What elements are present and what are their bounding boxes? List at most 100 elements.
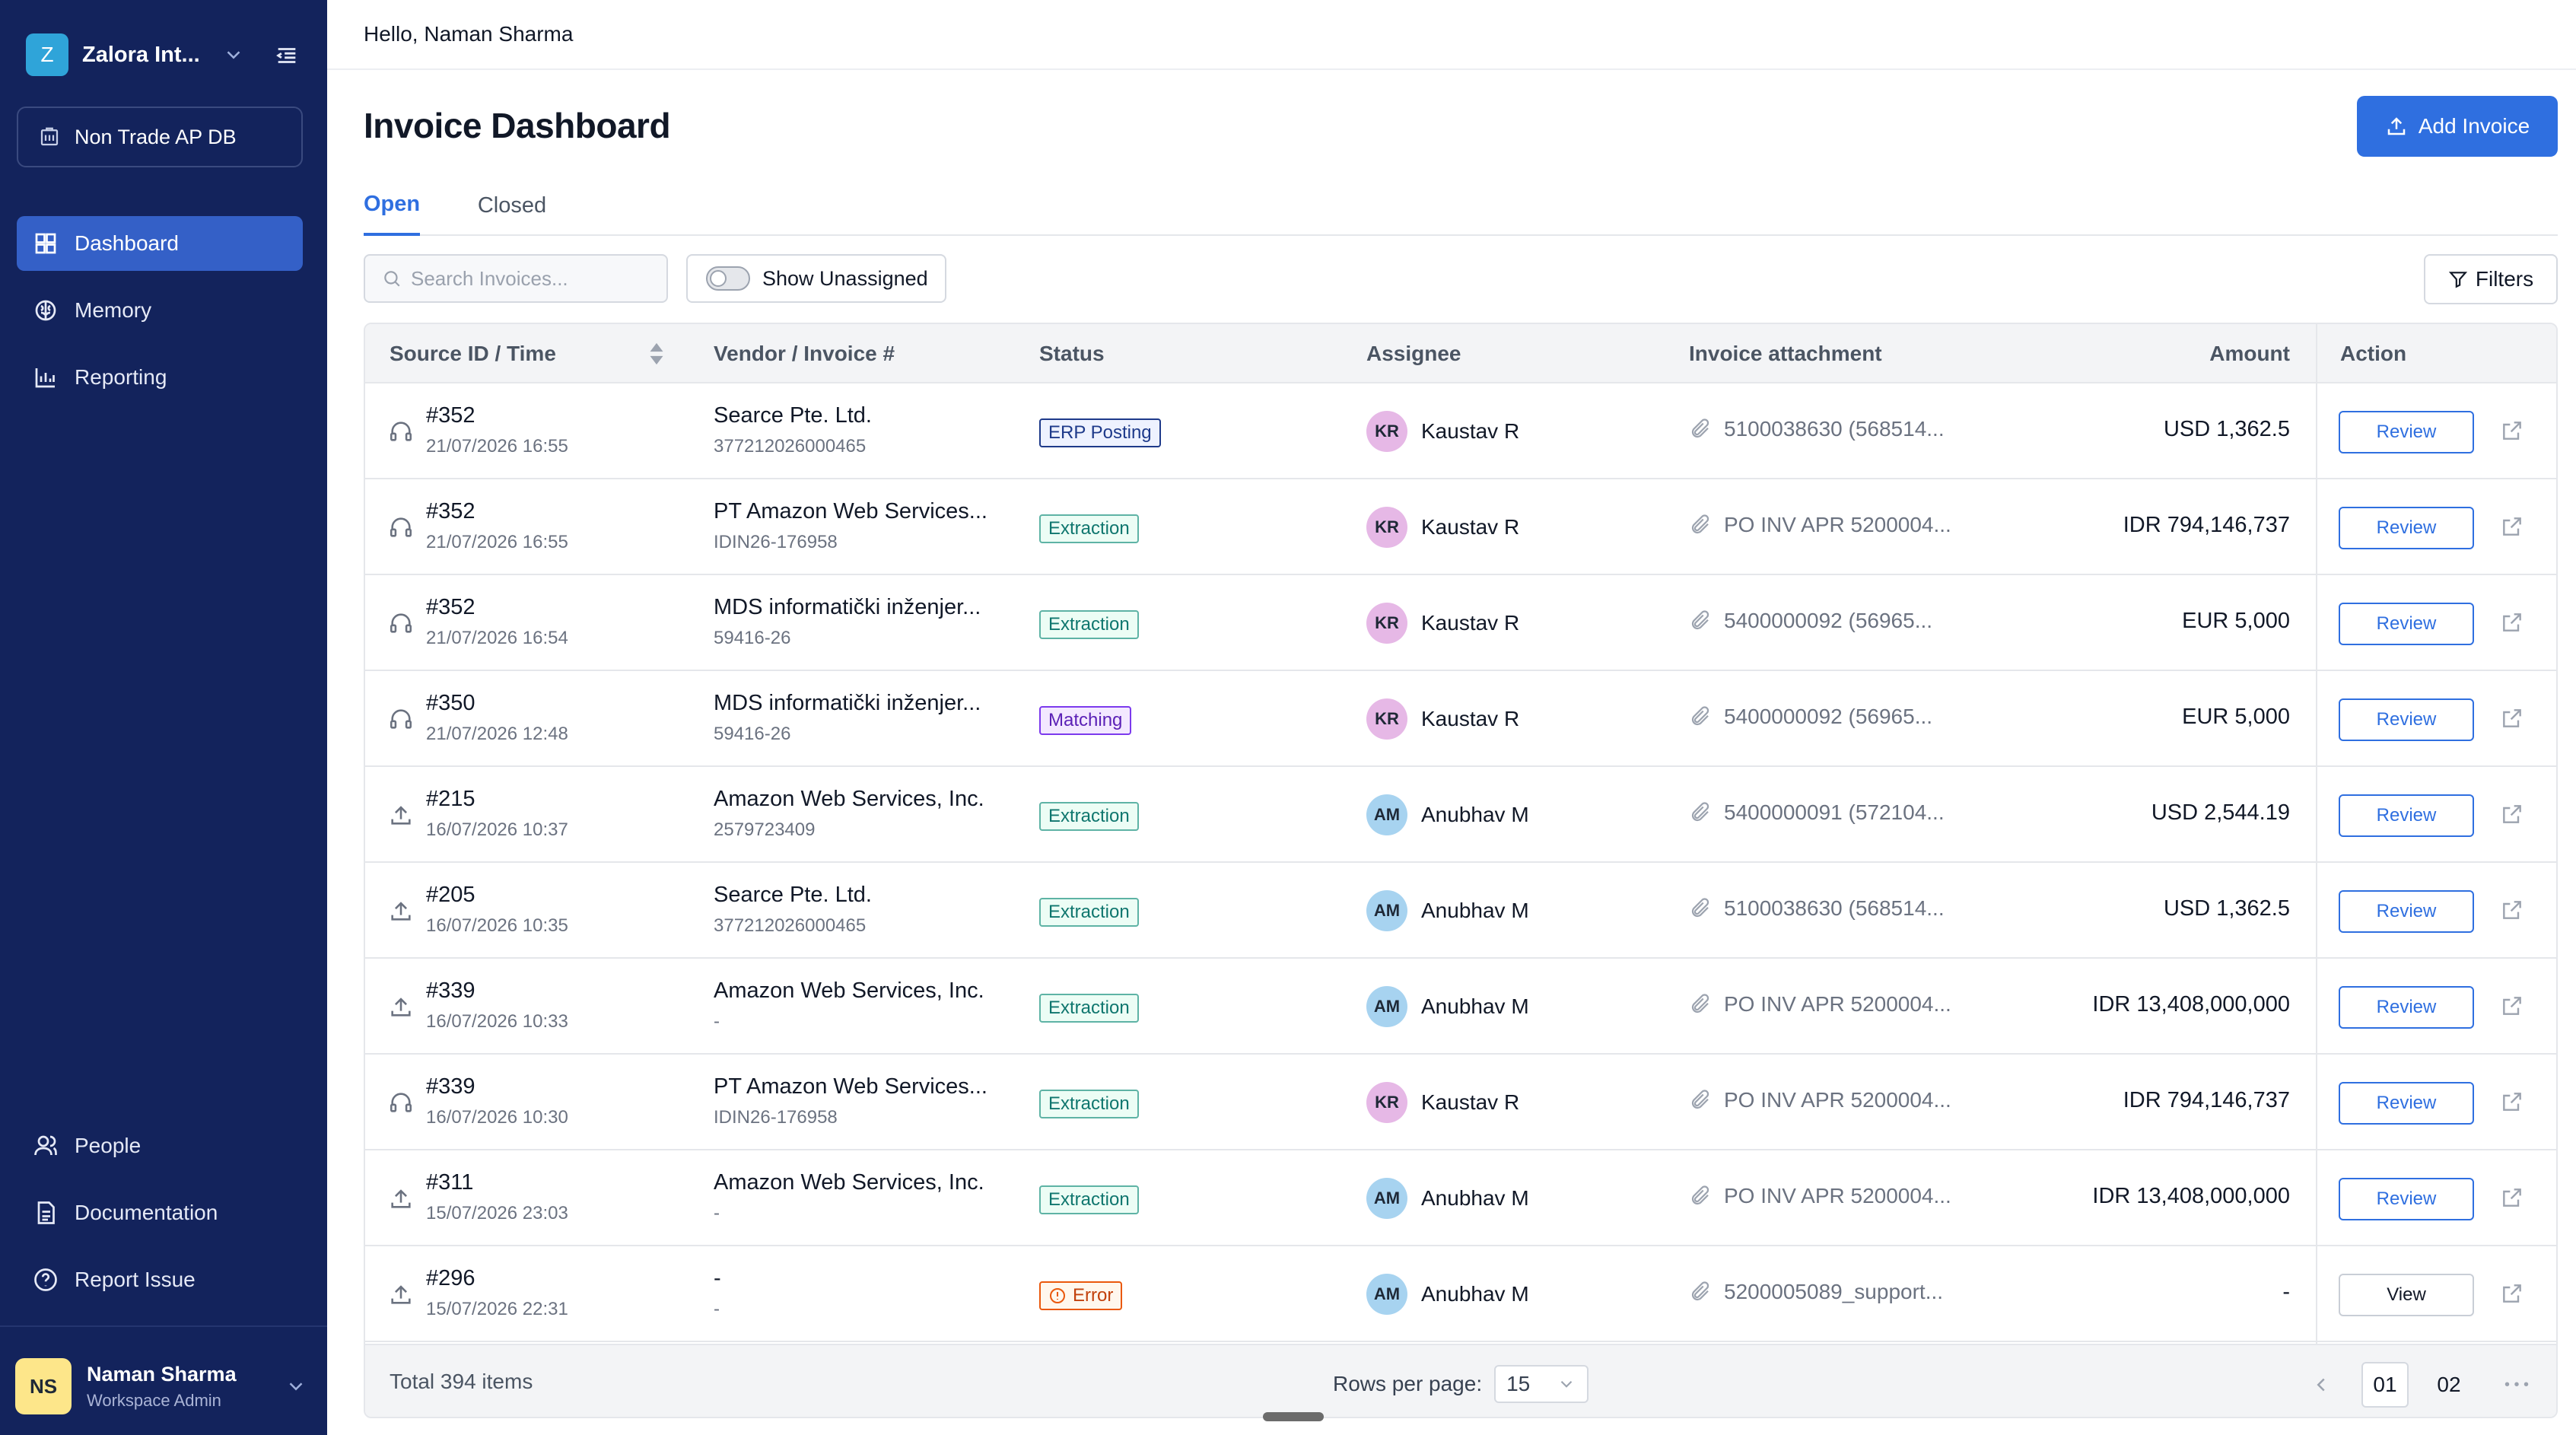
chevron-down-icon[interactable] <box>285 1375 307 1398</box>
prev-page-button[interactable] <box>2298 1362 2345 1408</box>
amount: IDR 13,408,000,000 <box>2092 1184 2290 1208</box>
invoice-number: 377212026000465 <box>714 915 867 936</box>
review-button[interactable]: Review <box>2339 890 2474 933</box>
review-button[interactable]: Review <box>2339 698 2474 741</box>
attachment-link[interactable]: 5400000092 (56965... <box>1689 705 1932 729</box>
open-external-icon[interactable] <box>2500 898 2524 922</box>
upload-icon <box>391 1285 411 1304</box>
workspace-switcher[interactable]: Z Zalora Int... <box>26 33 300 76</box>
open-external-icon[interactable] <box>2500 610 2524 635</box>
search-input[interactable] <box>411 266 654 291</box>
page-button-27[interactable]: 27 <box>2550 1362 2556 1408</box>
open-external-icon[interactable] <box>2500 1185 2524 1210</box>
paperclip-icon <box>1691 1281 1709 1301</box>
attachment-link[interactable]: PO INV APR 5200004... <box>1689 1088 1951 1112</box>
attachment-link[interactable]: 5400000091 (572104... <box>1689 800 1945 825</box>
user-menu[interactable]: NS Naman Sharma Workspace Admin <box>15 1357 313 1415</box>
open-external-icon[interactable] <box>2500 802 2524 826</box>
table-row[interactable]: #339 16/07/2026 10:33 Amazon Web Service… <box>365 959 2556 1055</box>
scroll-handle[interactable] <box>1263 1412 1324 1421</box>
invoice-number: 2579723409 <box>714 819 816 840</box>
pagination-ellipsis: • • • <box>2504 1376 2530 1393</box>
table-row[interactable]: #350 21/07/2026 12:48 MDS informatički i… <box>365 671 2556 767</box>
table-row[interactable]: #311 15/07/2026 23:03 Amazon Web Service… <box>365 1150 2556 1246</box>
review-button[interactable]: Review <box>2339 1082 2474 1125</box>
tab-open[interactable]: Open <box>364 175 420 236</box>
nav-label: People <box>75 1134 142 1157</box>
open-external-icon[interactable] <box>2500 418 2524 443</box>
attachment-link[interactable]: PO INV APR 5200004... <box>1689 513 1951 537</box>
table-row[interactable]: #215 16/07/2026 10:37 Amazon Web Service… <box>365 767 2556 863</box>
collapse-sidebar-icon[interactable] <box>274 43 300 68</box>
review-button[interactable]: Review <box>2339 411 2474 453</box>
rows-per-page-select[interactable]: 15 <box>1494 1365 1589 1403</box>
table-row[interactable]: #339 16/07/2026 10:30 PT Amazon Web Serv… <box>365 1055 2556 1150</box>
status-badge: Extraction <box>1039 898 1139 927</box>
status-label: Matching <box>1048 710 1123 730</box>
view-button[interactable]: View <box>2339 1274 2474 1316</box>
table-row[interactable]: #352 21/07/2026 16:54 MDS informatički i… <box>365 575 2556 671</box>
table-footer: Total 394 items Rows per page: 15 01 02 … <box>365 1344 2556 1417</box>
table-row[interactable]: #205 16/07/2026 10:35 Searce Pte. Ltd. 3… <box>365 863 2556 959</box>
attachment-link[interactable]: 5400000092 (56965... <box>1689 609 1932 633</box>
nav-item-dashboard[interactable]: Dashboard <box>17 216 303 271</box>
review-button[interactable]: Review <box>2339 794 2474 837</box>
page-button-01[interactable]: 01 <box>2361 1362 2409 1408</box>
vendor-name: Amazon Web Services, Inc. <box>714 787 984 811</box>
open-external-icon[interactable] <box>2500 1281 2524 1306</box>
add-invoice-button[interactable]: Add Invoice <box>2357 96 2558 157</box>
paperclip-icon <box>1691 418 1709 438</box>
paperclip-icon <box>1691 1185 1709 1205</box>
review-button[interactable]: Review <box>2339 603 2474 645</box>
filter-icon <box>2448 272 2468 288</box>
nav-item-people[interactable]: People <box>17 1118 303 1173</box>
column-status: Status <box>1039 342 1105 365</box>
show-unassigned-toggle[interactable]: Show Unassigned <box>686 254 946 303</box>
table-row[interactable]: #296 15/07/2026 22:31 - - Error AM Anubh… <box>365 1246 2556 1342</box>
sort-icon[interactable] <box>647 341 666 367</box>
review-button[interactable]: Review <box>2339 1178 2474 1220</box>
nav-item-memory[interactable]: Memory <box>17 283 303 338</box>
attachment-link[interactable]: 5100038630 (568514... <box>1689 896 1945 921</box>
source-cell: #205 16/07/2026 10:35 <box>426 883 568 937</box>
user-name: Naman Sharma <box>87 1362 237 1386</box>
toggle-switch[interactable] <box>706 266 750 291</box>
attachment-link[interactable]: PO INV APR 5200004... <box>1689 992 1951 1017</box>
source-time: 16/07/2026 10:30 <box>426 1107 568 1128</box>
nav-item-documentation[interactable]: Documentation <box>17 1185 303 1240</box>
database-selector[interactable]: Non Trade AP DB <box>17 107 303 167</box>
tab-closed[interactable]: Closed <box>477 192 547 218</box>
attachment-link[interactable]: 5200005089_support... <box>1689 1280 1943 1304</box>
open-external-icon[interactable] <box>2500 1090 2524 1114</box>
vendor-cell: Amazon Web Services, Inc. - <box>714 1170 984 1224</box>
source-time: 15/07/2026 23:03 <box>426 1203 568 1223</box>
filters-button[interactable]: Filters <box>2424 254 2558 304</box>
open-external-icon[interactable] <box>2500 994 2524 1018</box>
nav-item-reporting[interactable]: Reporting <box>17 350 303 405</box>
assignee-cell: AM Anubhav M <box>1366 1178 1529 1219</box>
assignee-name: Anubhav M <box>1421 1186 1529 1210</box>
chevron-down-icon[interactable] <box>222 43 245 66</box>
review-button[interactable]: Review <box>2339 986 2474 1029</box>
amount: EUR 5,000 <box>2182 705 2290 729</box>
page-button-02[interactable]: 02 <box>2437 1373 2461 1396</box>
search-box <box>364 254 668 303</box>
attachment-link[interactable]: 5100038630 (568514... <box>1689 417 1945 441</box>
sidebar-divider <box>0 1325 327 1327</box>
attachment-link[interactable]: PO INV APR 5200004... <box>1689 1184 1951 1208</box>
open-external-icon[interactable] <box>2500 514 2524 539</box>
assignee-name: Kaustav R <box>1421 611 1520 635</box>
review-button[interactable]: Review <box>2339 507 2474 549</box>
table-row[interactable]: #352 21/07/2026 16:55 Searce Pte. Ltd. 3… <box>365 383 2556 479</box>
table-row[interactable]: #352 21/07/2026 16:55 PT Amazon Web Serv… <box>365 479 2556 575</box>
nav-item-report-issue[interactable]: Report Issue <box>17 1252 303 1307</box>
column-source[interactable]: Source ID / Time <box>390 342 556 365</box>
avatar: AM <box>1366 1274 1407 1315</box>
avatar: KR <box>1366 1082 1407 1123</box>
source-time: 21/07/2026 16:55 <box>426 532 568 552</box>
vendor-name: Amazon Web Services, Inc. <box>714 1170 984 1195</box>
upload-icon <box>391 902 411 921</box>
vendor-cell: PT Amazon Web Services... IDIN26-176958 <box>714 1074 987 1128</box>
open-external-icon[interactable] <box>2500 706 2524 730</box>
avatar: KR <box>1366 507 1407 548</box>
